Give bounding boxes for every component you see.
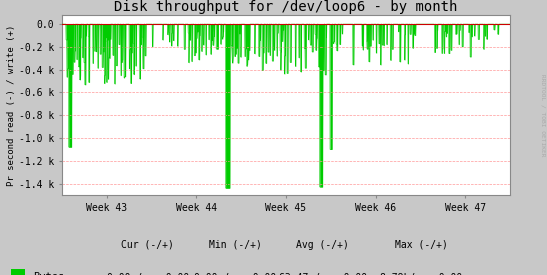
Text: RRDTOOL / TOBI OETIKER: RRDTOOL / TOBI OETIKER — [540, 74, 545, 157]
Text: 0.00 /    0.00: 0.00 / 0.00 — [107, 273, 189, 275]
Text: 8.79k/    0.00: 8.79k/ 0.00 — [380, 273, 462, 275]
Text: Bytes: Bytes — [33, 273, 64, 275]
Text: Min (-/+): Min (-/+) — [209, 240, 261, 249]
Text: Avg (-/+): Avg (-/+) — [296, 240, 349, 249]
Text: Cur (-/+): Cur (-/+) — [121, 240, 174, 249]
Text: 0.00 /    0.00: 0.00 / 0.00 — [194, 273, 276, 275]
Text: 63.47 /    0.00: 63.47 / 0.00 — [278, 273, 367, 275]
Text: Max (-/+): Max (-/+) — [395, 240, 447, 249]
Y-axis label: Pr second read (-) / write (+): Pr second read (-) / write (+) — [7, 24, 16, 186]
Title: Disk throughput for /dev/loop6 - by month: Disk throughput for /dev/loop6 - by mont… — [114, 0, 458, 14]
